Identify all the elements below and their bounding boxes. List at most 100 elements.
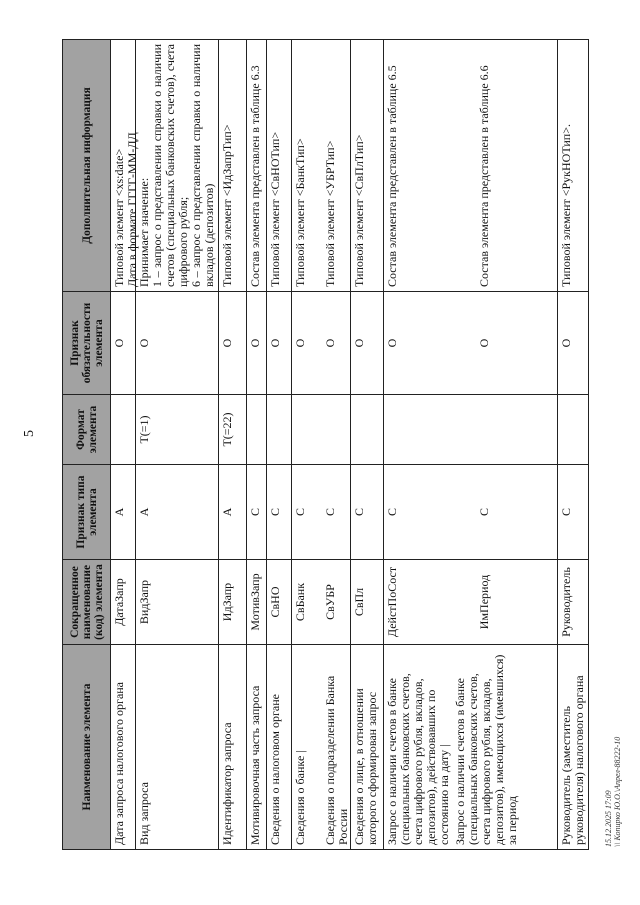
info-value: Типовой элемент <УБРТип> <box>323 44 337 287</box>
cell-req: О <box>110 291 136 395</box>
info-value: Типовой элемент <СвПлТип> <box>352 44 366 287</box>
name-value: Запрос о наличии счетов в банке (специал… <box>385 673 451 845</box>
table-row: Мотивировочная часть запроса МотивЗапр С О С… <box>246 39 267 850</box>
name-value: Сведения о банке | <box>293 750 307 845</box>
info-value: Типовой элемент <РукНОТип>. <box>559 44 573 287</box>
info-line: Типовой элемент <УБРТип> <box>323 140 337 287</box>
cell-name: Идентификатор запроса <box>218 644 247 850</box>
cell-format <box>350 394 384 465</box>
code-value: ИмПериод <box>477 574 491 630</box>
cell-name: Сведения о налоговом органе <box>266 644 292 850</box>
name-value: Сведения о подразделении Банка России <box>323 675 350 845</box>
cell-type: А <box>135 464 219 560</box>
cell-name: Дата запроса налогового органа <box>110 644 136 850</box>
code-value: ВидЗапр <box>137 579 151 625</box>
cell-format: Т(=22) <box>218 394 247 465</box>
info-value: Состав элемента представлен в таблице 6.… <box>477 44 491 287</box>
info-line: Типовой элемент <ИдЗапрТип> <box>220 124 234 288</box>
code-value: СвУБР <box>323 584 337 620</box>
cell-code: Руководитель <box>557 559 589 645</box>
info-line: Типовой элемент <БанкТип> <box>293 138 307 287</box>
cell-code: ИдЗапр <box>218 559 247 645</box>
cell-name: Сведения о лице, в отношении которого сф… <box>350 644 384 850</box>
info-line: Состав элемента представлен в таблице 6.… <box>248 65 262 287</box>
cell-req: О <box>557 291 589 395</box>
req-value: О <box>477 338 491 348</box>
table-row: Запрос о наличии счетов в банке (специал… <box>383 39 558 850</box>
cell-info: Состав элемента представлен в таблице 6.… <box>246 39 267 292</box>
req-value: О <box>268 338 282 348</box>
cell-name: Руководитель (заместитель руководителя) … <box>557 644 589 850</box>
info-line: Типовой элемент <СвПлТип> <box>352 134 366 287</box>
req-value: О <box>385 338 399 348</box>
type-value: С <box>268 508 282 517</box>
cell-type: С <box>266 464 292 560</box>
info-line: Типовой элемент <СвНОТип> <box>268 131 282 287</box>
table-row: Сведения о банке | Сведения о подразделен… <box>291 39 351 850</box>
name-value: Вид запроса <box>137 782 151 845</box>
cell-info: Типовой элемент <ИдЗапрТип> <box>218 39 247 292</box>
cell-info: Состав элемента представлен в таблице 6.… <box>383 39 558 292</box>
header-format: Формат элемента <box>62 394 111 465</box>
code-value: СвБанк <box>293 582 307 622</box>
footer-stamp: 15.12.2025 17:09 \\ Копирко Ю.О.\Апрел-8… <box>604 737 622 847</box>
cell-req: О <box>246 291 267 395</box>
table-row: Сведения о лице, в отношении которого сф… <box>350 39 384 850</box>
cell-req: О <box>266 291 292 395</box>
info-line: Типовой элемент <РукНОТип>. <box>559 124 573 287</box>
table-row: Сведения о налоговом органе СвНО С О Типовой… <box>266 39 292 850</box>
req-value: О <box>112 338 126 348</box>
info-value: Типовой элемент <СвНОТип> <box>268 44 282 287</box>
footer-date: 15.12.2025 17:09 <box>604 790 613 847</box>
req-value: О <box>293 338 307 348</box>
cell-info: Типовой элемент <БанкТип> Типовой элемент… <box>291 39 351 292</box>
req-value: О <box>559 338 573 348</box>
info-value: Принимает значение: 1 – запрос о представ… <box>137 44 216 287</box>
info-line: Состав элемента представлен в таблице 6.… <box>477 65 491 287</box>
table-row: Дата запроса налогового органа ДатаЗапр А О… <box>110 39 139 850</box>
info-value: Типовой элемент <ИдЗапрТип> <box>220 44 234 288</box>
cell-name: Вид запроса <box>135 644 219 850</box>
req-value: О <box>220 338 234 348</box>
cell-req: О <box>350 291 384 395</box>
cell-type: А <box>110 464 136 560</box>
footer-path: \\ Копирко Ю.О.\Апрел-88222-10 <box>613 736 622 847</box>
type-value: А <box>112 507 126 517</box>
name-value: Дата запроса налогового органа <box>112 681 126 845</box>
cell-code: ДейстПоСост ИмПериод <box>383 559 558 645</box>
code-value: ДейстПоСост <box>385 566 399 638</box>
code-value: Руководитель <box>559 567 573 637</box>
code-value: МотивЗапр <box>248 573 262 631</box>
header-required: Признак обязательности элемента <box>62 291 111 395</box>
cell-info: Типовой элемент <xs:date> Дата в формате … <box>110 39 139 292</box>
cell-format <box>557 394 589 465</box>
header-type: Признак типа элемента <box>62 464 111 560</box>
cell-req: О <box>218 291 247 395</box>
code-value: СвНО <box>268 586 282 618</box>
type-value: А <box>137 507 151 517</box>
req-value: О <box>352 338 366 348</box>
cell-format <box>291 394 351 465</box>
info-value: Состав элемента представлен в таблице 6.… <box>248 44 262 287</box>
table-header-row: Наименование элемента Сокращенное наимено… <box>62 39 111 850</box>
req-value: О <box>248 338 262 348</box>
name-value: Сведения о лице, в отношении которого сф… <box>352 688 379 845</box>
info-value: Состав элемента представлен в таблице 6.… <box>385 44 399 287</box>
cell-format <box>246 394 267 465</box>
type-value: С <box>248 508 262 517</box>
cell-format <box>383 394 558 465</box>
cell-format: Т(=1) <box>135 394 219 465</box>
type-value: С <box>323 508 337 517</box>
info-line: Состав элемента представлен в таблице 6.… <box>385 65 399 287</box>
table-row: Руководитель (заместитель руководителя) … <box>557 39 589 850</box>
cell-info: Типовой элемент <РукНОТип>. <box>557 39 589 292</box>
cell-code: СвНО <box>266 559 292 645</box>
type-value: С <box>477 508 491 517</box>
cell-info: Принимает значение: 1 – запрос о представ… <box>135 39 219 292</box>
type-value: С <box>352 508 366 517</box>
